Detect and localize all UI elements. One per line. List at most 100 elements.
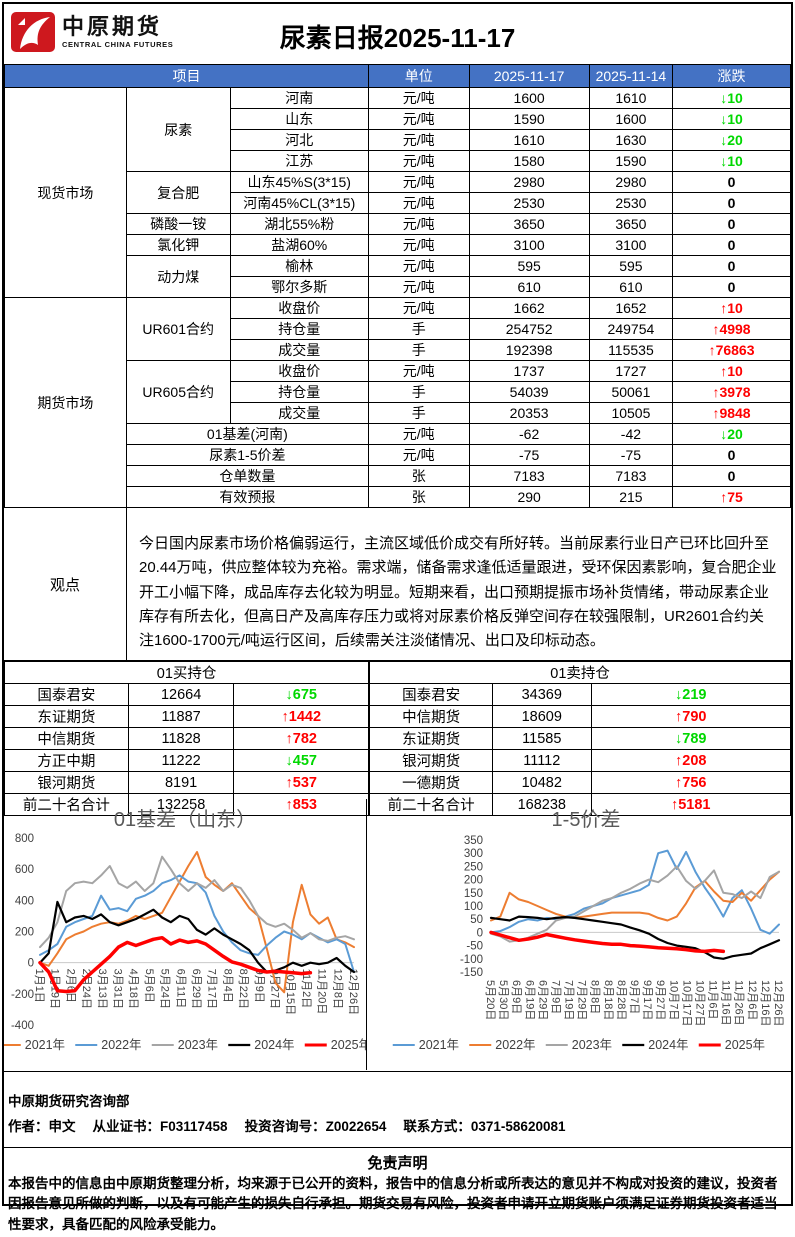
table-row: 山东 元/吨 1590 1600 ↓10 [5, 108, 791, 130]
value-cell: 2530 [468, 192, 590, 214]
svg-text:6月29日: 6月29日 [190, 969, 202, 1009]
sell-positions-table: 01卖持仓 国泰君安 34369 ↓219 中信期货 18609 ↑790 东证… [369, 661, 791, 816]
svg-text:200: 200 [464, 875, 483, 887]
change-cell: ↓10 [672, 150, 791, 172]
table-row: 银河期货 8191 ↑537 [4, 771, 370, 794]
broker-cell: 前二十名合计 [4, 793, 129, 816]
value-cell: 1600 [588, 108, 674, 130]
svg-text:5月6日: 5月6日 [143, 969, 155, 1003]
change-cell: 0 [672, 276, 791, 298]
value-cell: 3650 [468, 213, 590, 235]
svg-text:2024年: 2024年 [648, 1038, 688, 1052]
subgroup-cell: 复合肥 [125, 171, 231, 214]
svg-text:12月8日: 12月8日 [331, 969, 343, 1009]
change-cell: ↑756 [590, 771, 791, 794]
author: 作者：申文 [8, 1119, 76, 1134]
value-cell: 8191 [127, 771, 235, 794]
unit-cell: 元/吨 [367, 276, 470, 298]
broker-cell: 一德期货 [369, 771, 494, 794]
broker-cell: 东证期货 [369, 727, 494, 750]
svg-text:7月19日: 7月19日 [563, 980, 575, 1020]
svg-text:11月26日: 11月26日 [733, 980, 745, 1026]
basis-chart-cell: 01基差（山东） 800 600 400 200 0 -200 -400 1月1日 1月19日 2月… [4, 799, 367, 1070]
subgroup-cell: UR601合约 [125, 297, 231, 361]
table-row: 01卖持仓 [369, 661, 791, 684]
label-cell: 仓单数量 [125, 465, 369, 487]
table-row: 氯化钾 盐湖60% 元/吨 3100 3100 0 [5, 234, 791, 256]
svg-text:50: 50 [470, 914, 483, 926]
svg-text:5月30日: 5月30日 [497, 980, 509, 1020]
value-cell: 1652 [588, 297, 674, 319]
svg-text:-100: -100 [460, 954, 483, 966]
table-row: 期货市场 UR601合约 收盘价 元/吨 1662 1652 ↑10 [4, 297, 791, 508]
label-cell: 尿素1-5价差 [125, 444, 369, 466]
table-row: 河北 元/吨 1610 1630 ↓20 [5, 129, 791, 151]
table-row: 持仓量 手 54039 50061 ↑3978 [5, 381, 791, 403]
table-row: 磷酸一铵 湖北55%粉 元/吨 3650 3650 0 [5, 213, 791, 235]
value-cell: 132258 [127, 793, 235, 816]
value-cell: 50061 [588, 381, 674, 403]
disclaimer-title: 免责声明 [367, 1155, 428, 1172]
unit-cell: 手 [367, 381, 470, 403]
charts-section: 01基差（山东） 800 600 400 200 0 -200 -400 1月1日 1月19日 2月… [4, 799, 791, 1072]
logo-en-text: CENTRAL CHINA FUTURES [62, 39, 174, 49]
svg-text:3月31日: 3月31日 [112, 969, 124, 1009]
disclaimer-text: 本报告中的信息由中原期货整理分析，均来源于已公开的资料，报告中的信息分析或所表达… [8, 1176, 778, 1232]
broker-cell: 方正中期 [4, 749, 129, 772]
certificate: 从业证书：F03117458 [92, 1119, 228, 1134]
header-unit: 单位 [367, 64, 470, 88]
change-cell: 0 [672, 213, 791, 235]
svg-text:9月9日: 9月9日 [253, 969, 265, 1003]
value-cell: -75 [468, 444, 590, 466]
unit-cell: 手 [367, 402, 470, 424]
svg-text:100: 100 [464, 901, 483, 913]
svg-text:12月6日: 12月6日 [746, 980, 758, 1020]
header-date1: 2025-11-17 [468, 64, 590, 88]
change-cell: ↑9848 [672, 402, 791, 424]
table-row: 江苏 元/吨 1580 1590 ↓10 [5, 150, 791, 172]
value-cell: 168238 [492, 793, 592, 816]
value-cell: 7183 [588, 465, 674, 487]
svg-text:2月6日: 2月6日 [64, 969, 76, 1003]
svg-text:11月20日: 11月20日 [316, 969, 328, 1015]
value-cell: 7183 [468, 465, 590, 487]
table-row: 中信期货 18609 ↑790 [369, 705, 791, 728]
svg-text:9月17日: 9月17日 [641, 980, 653, 1020]
value-cell: -42 [588, 423, 674, 445]
svg-text:2023年: 2023年 [572, 1038, 612, 1052]
unit-cell: 元/吨 [367, 108, 470, 130]
svg-text:5月24日: 5月24日 [159, 969, 171, 1009]
svg-text:7月9日: 7月9日 [549, 980, 561, 1014]
table-row: UR605合约 收盘价 元/吨 1737 1727 ↑10 [5, 360, 791, 424]
disclaimer-section: 免责声明 本报告中的信息由中原期货整理分析，均来源于已公开的资料，报告中的信息分… [4, 1148, 791, 1237]
svg-text:2025年: 2025年 [725, 1038, 765, 1052]
opinion-text: 今日国内尿素市场价格偏弱运行，主流区域低价成交有所好转。当前尿素行业日产已环比回… [138, 535, 777, 650]
value-cell: 10505 [588, 402, 674, 424]
item-cell: 持仓量 [229, 381, 369, 403]
change-cell: ↓20 [672, 129, 791, 151]
value-cell: 11887 [127, 705, 235, 728]
header-date2: 2025-11-14 [588, 64, 674, 88]
change-cell: ↓10 [672, 108, 791, 130]
svg-text:01基差（山东）: 01基差（山东） [114, 808, 256, 831]
change-cell: ↑537 [233, 771, 370, 794]
value-cell: 10482 [492, 771, 592, 794]
svg-text:2022年: 2022年 [495, 1038, 535, 1052]
value-cell: 3650 [588, 213, 674, 235]
table-row: 01基差(河南) 元/吨 -62 -42 ↓20 [5, 423, 791, 445]
broker-cell: 银河期货 [369, 749, 494, 772]
svg-text:11月16日: 11月16日 [720, 980, 732, 1026]
value-cell: 12664 [127, 683, 235, 706]
unit-cell: 元/吨 [367, 171, 470, 193]
group-cell-futures: 期货市场 [4, 297, 127, 508]
change-cell: 0 [672, 171, 791, 193]
svg-text:12月26日: 12月26日 [772, 980, 784, 1026]
svg-text:6月19日: 6月19日 [523, 980, 535, 1020]
table-header-row: 项目 单位 2025-11-17 2025-11-14 涨跌 [4, 64, 791, 88]
value-cell: 249754 [588, 318, 674, 340]
logo-mark-icon [11, 12, 55, 52]
value-cell: 11112 [492, 749, 592, 772]
change-cell: ↓675 [233, 683, 370, 706]
item-cell: 榆林 [229, 255, 369, 277]
